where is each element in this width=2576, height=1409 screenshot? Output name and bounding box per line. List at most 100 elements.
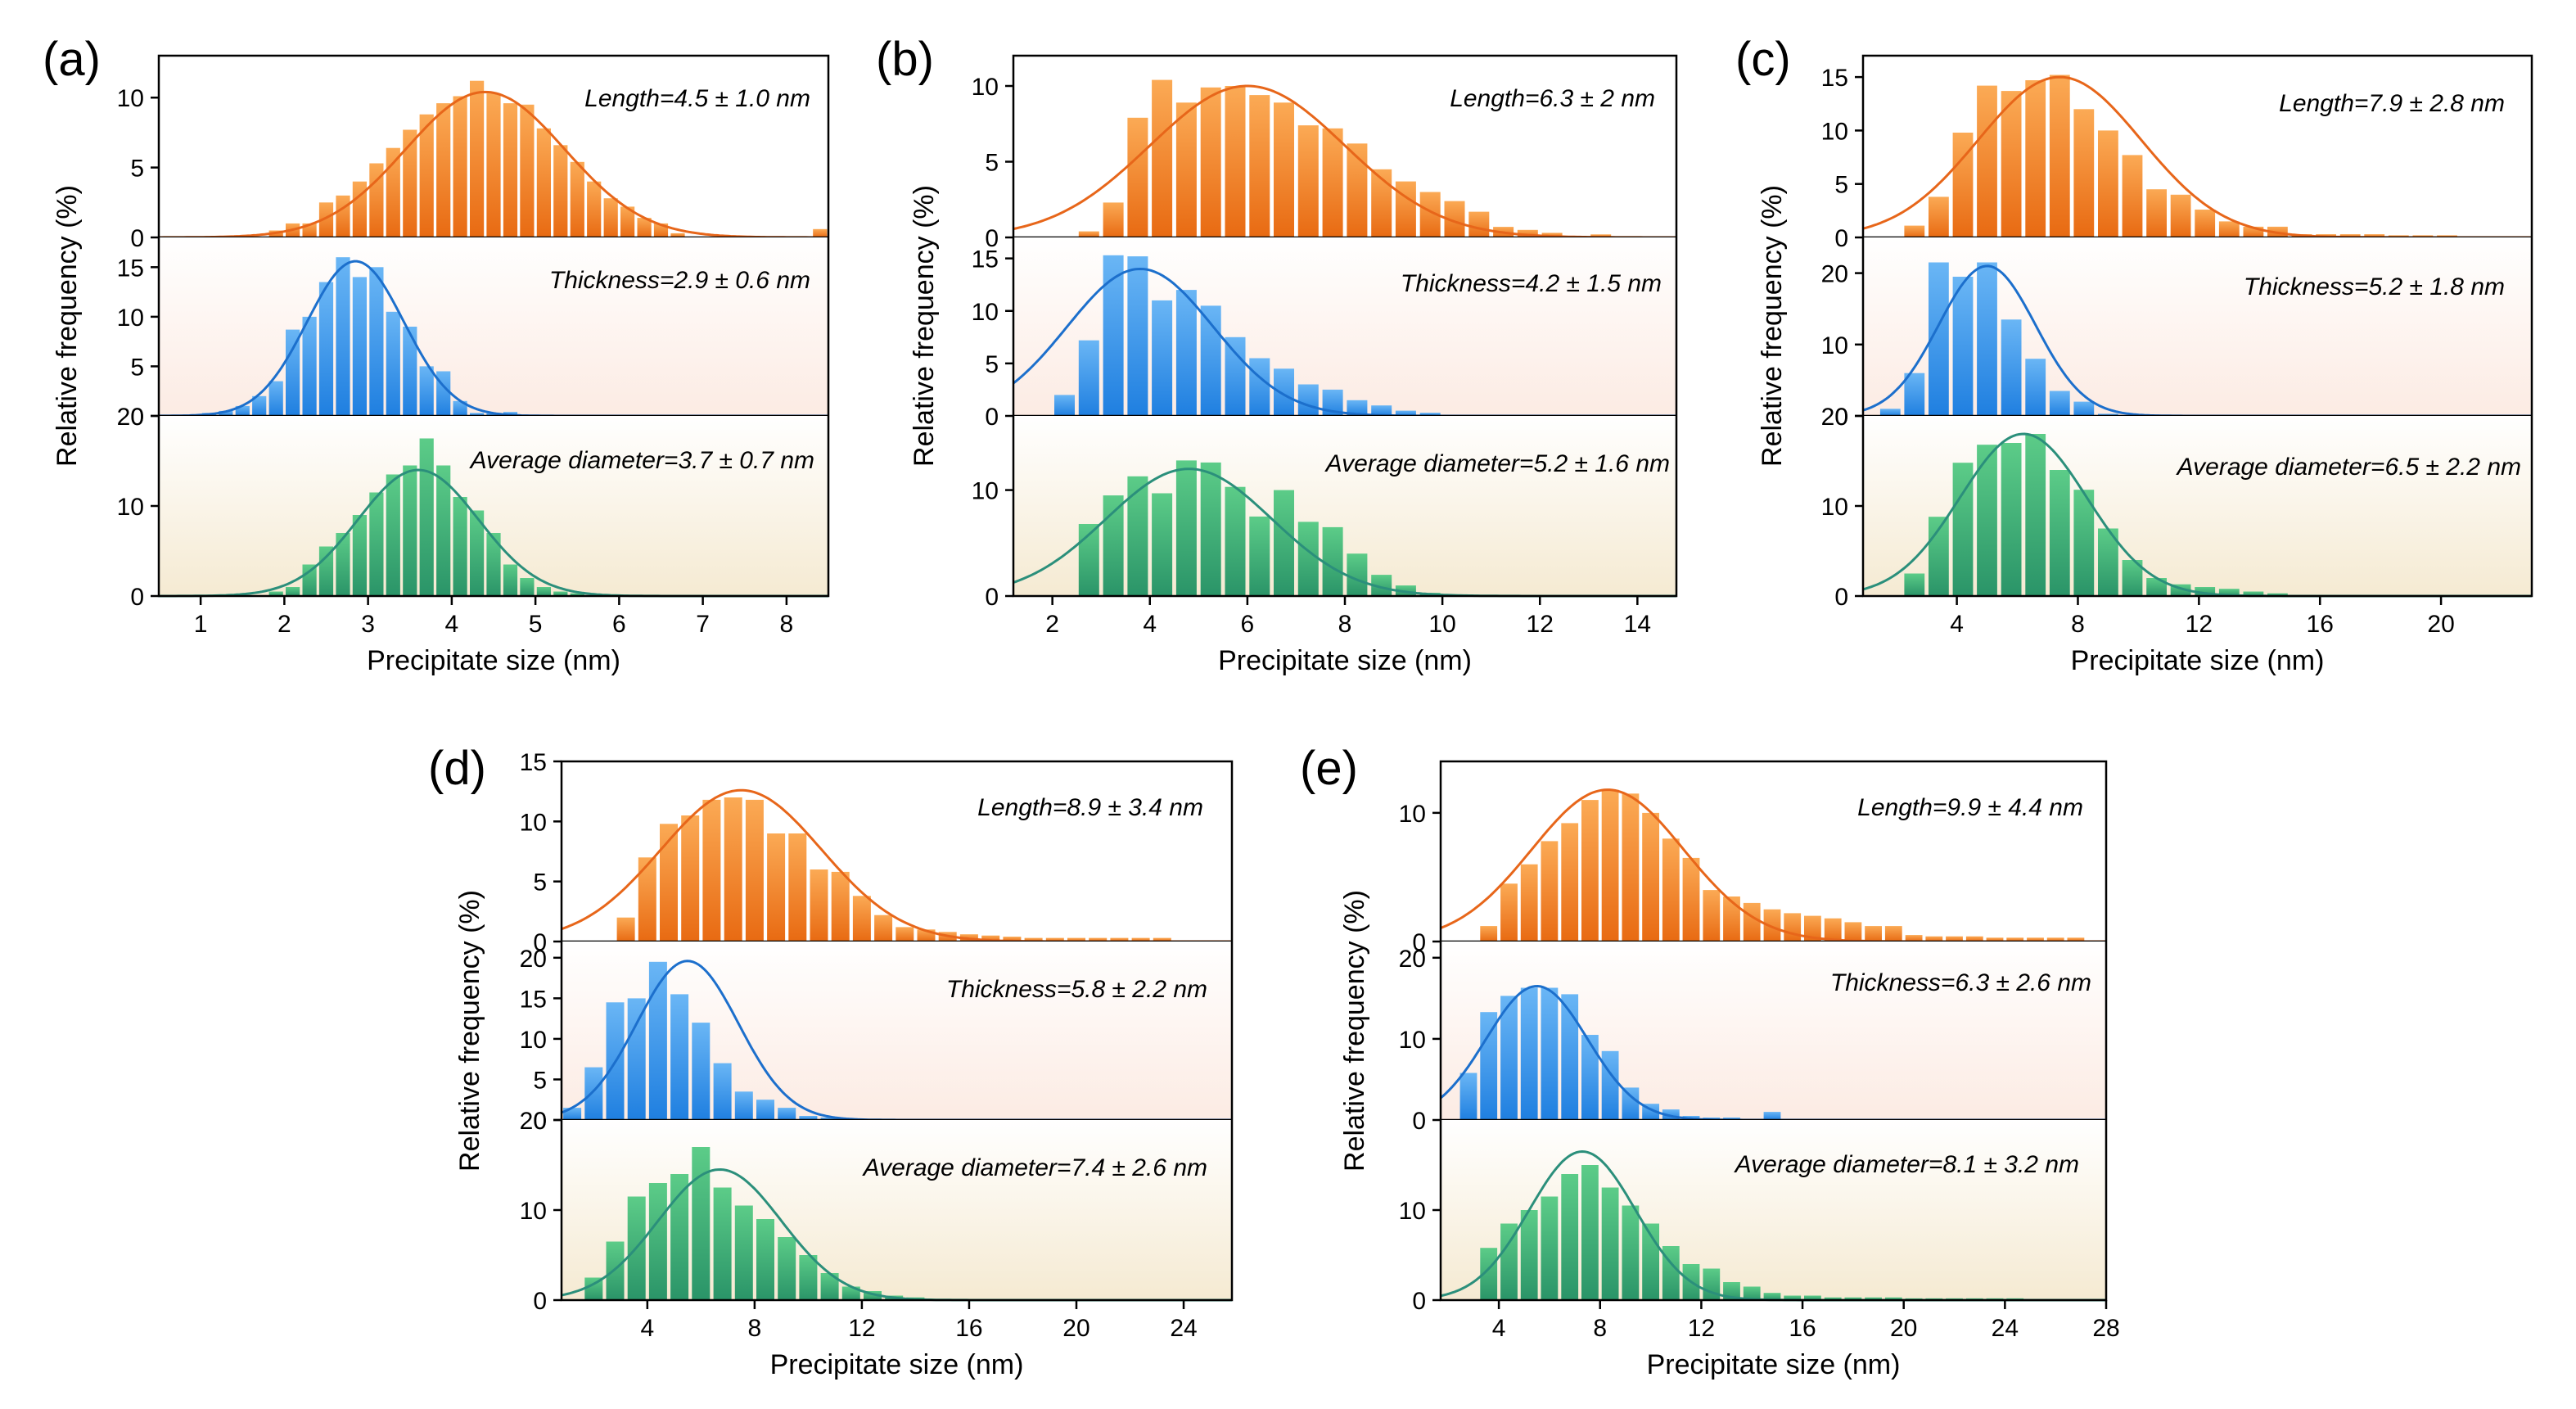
y-axis-title: Relative frequency (%) xyxy=(1339,890,1370,1172)
y-tick-label: 20 xyxy=(1821,404,1848,431)
histogram-bar xyxy=(1371,405,1392,416)
histogram-bar xyxy=(352,277,367,416)
x-tick-label: 3 xyxy=(361,611,375,638)
annotation-diameter: Average diameter=5.2 ± 1.6 nm xyxy=(1324,450,1670,477)
y-tick-label: 5 xyxy=(985,150,999,177)
y-tick-label: 0 xyxy=(1412,1108,1426,1135)
x-tick-label: 6 xyxy=(612,611,626,638)
histogram-bar xyxy=(2098,413,2118,416)
histogram-bar xyxy=(2195,210,2216,237)
histogram-bar xyxy=(1045,937,1064,942)
histogram-bar xyxy=(788,833,807,942)
histogram-bar xyxy=(1824,1297,1842,1300)
histogram-bar xyxy=(638,857,656,942)
histogram-bar xyxy=(1152,493,1173,596)
histogram-bar xyxy=(756,1219,774,1300)
subplot-background xyxy=(1013,416,1676,596)
histogram-bar xyxy=(2267,593,2288,596)
x-tick-label: 10 xyxy=(1428,611,1455,638)
y-tick-label: 10 xyxy=(117,85,144,112)
histogram-bar xyxy=(778,1108,796,1120)
histogram-bar xyxy=(670,1174,689,1300)
x-tick-label: 16 xyxy=(955,1315,982,1342)
subplot-thickness: 0 10 20 Thickness=5.2 ± 1.8 nm xyxy=(1821,237,2532,431)
histogram-bar xyxy=(1225,86,1246,237)
x-tick-label: 20 xyxy=(1890,1315,1917,1342)
histogram-bar xyxy=(1884,1297,1902,1300)
histogram-bar xyxy=(981,935,1000,942)
subplot-diameter: 0 10 20 Average diameter=3.7 ± 0.7 nm xyxy=(117,404,828,611)
x-tick-label: 4 xyxy=(1950,611,1964,638)
histogram-bar xyxy=(852,896,871,942)
y-tick-label: 5 xyxy=(130,354,144,381)
histogram-bar xyxy=(1024,937,1043,942)
histogram-bar xyxy=(1520,987,1538,1120)
histogram-bar xyxy=(1225,336,1246,416)
histogram-bar xyxy=(219,410,233,416)
histogram-bar xyxy=(1089,937,1108,942)
histogram-bar xyxy=(2001,319,2022,416)
annotation-length: Length=7.9 ± 2.8 nm xyxy=(2279,90,2505,117)
histogram-bar xyxy=(1929,196,1949,237)
histogram-bar xyxy=(1103,255,1124,416)
histogram-bar xyxy=(692,1147,711,1300)
x-axis-title: Precipitate size (nm) xyxy=(367,645,620,676)
histogram-bar xyxy=(841,1286,860,1300)
histogram-bar xyxy=(1541,987,1559,1120)
histogram-bar xyxy=(268,591,283,596)
plot-frame xyxy=(1439,760,2108,1302)
histogram-bar xyxy=(1581,1035,1599,1120)
histogram-bar xyxy=(1517,229,1538,238)
histogram-bar xyxy=(2122,155,2143,237)
histogram-bar xyxy=(2073,490,2095,596)
y-axis-title: Relative frequency (%) xyxy=(52,185,83,467)
y-tick-label: 20 xyxy=(117,404,144,431)
histogram-bar xyxy=(670,994,689,1120)
y-tick-label: 0 xyxy=(1834,584,1848,611)
histogram-bar xyxy=(1249,516,1270,596)
y-tick-label: 0 xyxy=(130,584,144,611)
histogram-bar xyxy=(1662,838,1680,942)
histogram-bar xyxy=(2170,194,2191,237)
histogram-bar xyxy=(1590,234,1612,237)
histogram-bar xyxy=(874,914,893,942)
histogram-bar xyxy=(692,1023,711,1120)
histogram-bar xyxy=(820,1118,839,1120)
histogram-bar xyxy=(1952,277,1974,416)
histogram-bar xyxy=(1468,211,1490,237)
histogram-bar xyxy=(553,591,568,596)
y-tick-label: 10 xyxy=(1821,494,1848,521)
subplot-background xyxy=(1863,416,2532,596)
x-tick-label: 2 xyxy=(1045,611,1059,638)
y-tick-label: 20 xyxy=(1821,261,1848,288)
histogram-bar xyxy=(1078,231,1099,237)
histogram-bar xyxy=(336,195,350,237)
histogram-bar xyxy=(1561,994,1579,1120)
histogram-bar xyxy=(386,474,400,596)
panel-label: (a) xyxy=(43,33,101,86)
histogram-bar xyxy=(1622,1205,1640,1300)
histogram-bar xyxy=(1131,937,1150,942)
histogram-bar xyxy=(2218,589,2240,596)
histogram-bar xyxy=(584,1067,603,1120)
histogram-bar xyxy=(436,103,451,237)
histogram-bar xyxy=(2364,234,2385,237)
annotation-length: Length=6.3 ± 2 nm xyxy=(1450,85,1655,112)
subplot-length: 0 5 10 Length=4.5 ± 1.0 nm xyxy=(117,56,828,252)
y-axis-title: Relative frequency (%) xyxy=(454,890,485,1172)
histogram-bar xyxy=(1175,290,1197,416)
histogram-bar xyxy=(702,799,721,942)
y-tick-label: 10 xyxy=(1399,1027,1426,1054)
gaussian-fit-curve xyxy=(159,90,828,239)
histogram-bar xyxy=(734,1091,753,1120)
y-tick-label: 10 xyxy=(1399,1198,1426,1225)
histogram-bar xyxy=(1480,1248,1498,1300)
y-axis-title: Relative frequency (%) xyxy=(909,185,940,467)
histogram-bar xyxy=(1480,926,1498,942)
subplot-diameter: 0 10 Average diameter=8.1 ± 3.2 nm xyxy=(1399,1120,2106,1315)
histogram-bar xyxy=(2067,937,2085,942)
subplot-thickness: 0 5 10 15 Thickness=2.9 ± 0.6 nm xyxy=(117,237,828,431)
annotation-diameter: Average diameter=7.4 ± 2.6 nm xyxy=(862,1154,1207,1181)
chart-panel-b: 0 5 10 Length=6.3 ± 2 nm 0 5 10 15 Thickness=4.2… xyxy=(876,33,1678,676)
